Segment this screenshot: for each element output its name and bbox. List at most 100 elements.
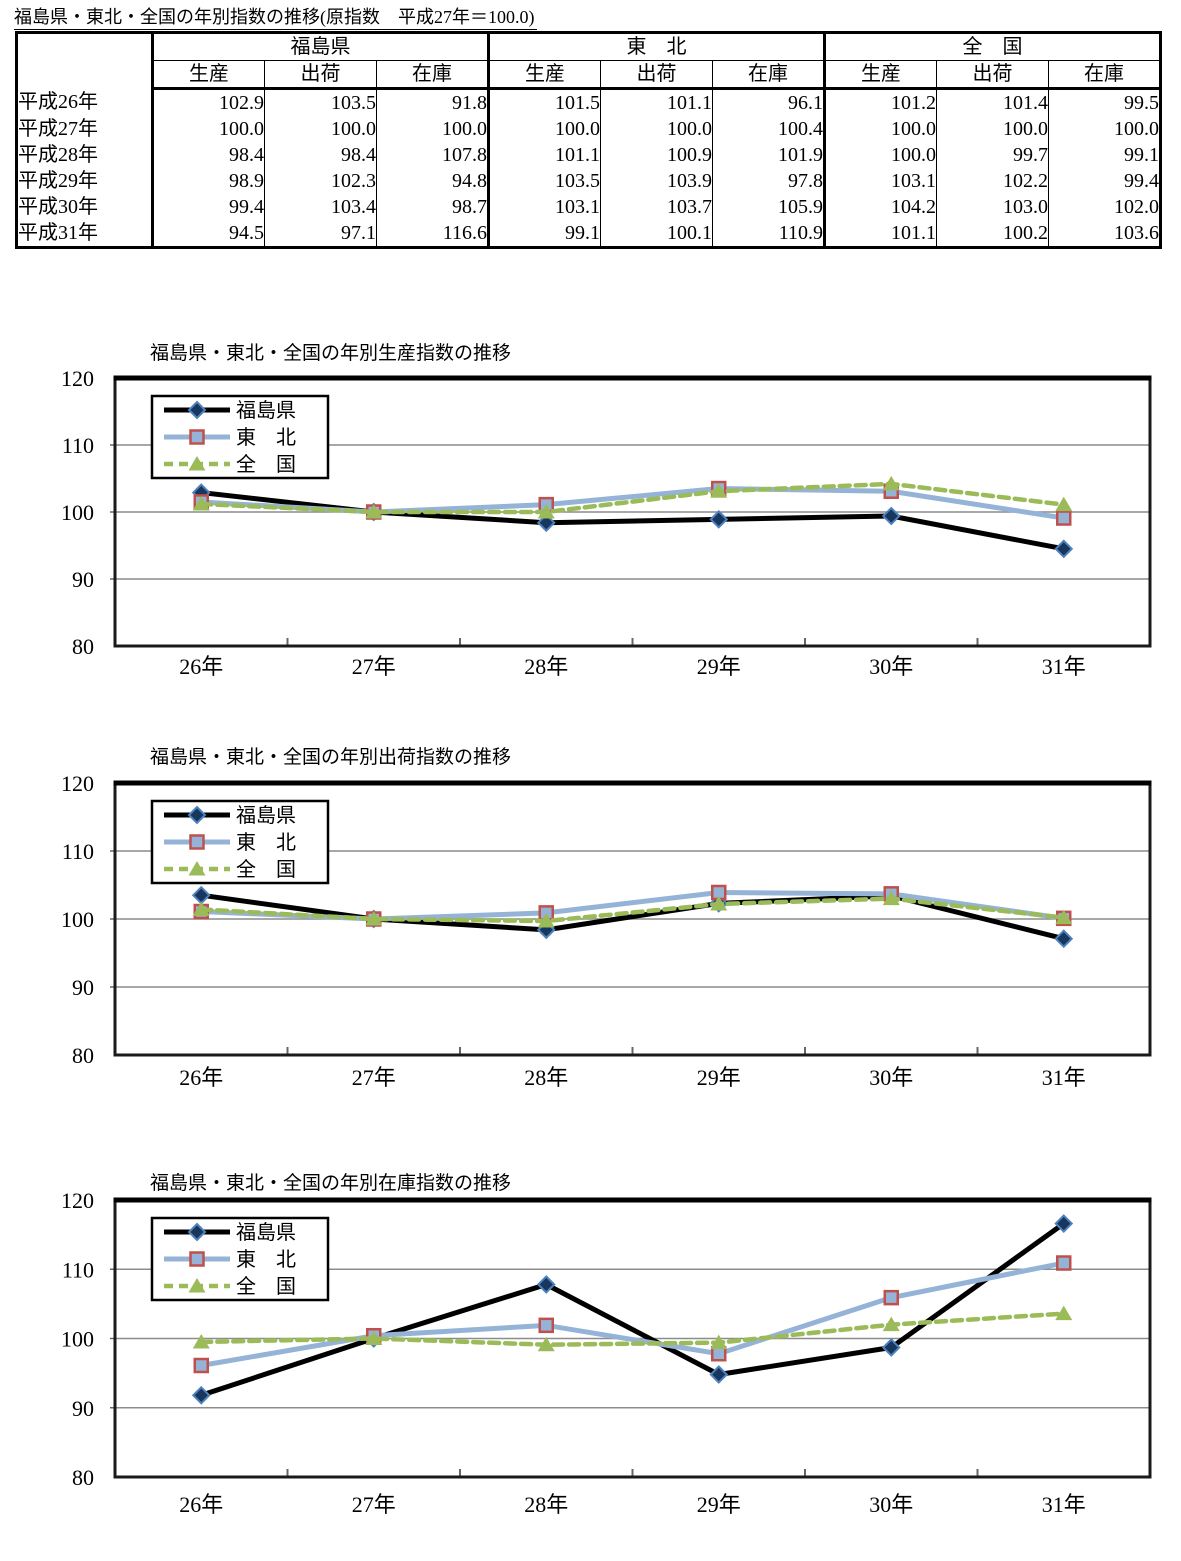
square-marker <box>193 1357 209 1374</box>
table-cell: 100.0 <box>823 142 937 168</box>
triangle-marker <box>192 495 210 511</box>
measure-header-2-1: 出荷 <box>936 60 1049 90</box>
y-axis-tick-label: 90 <box>72 567 94 592</box>
table-row: 平成30年 99.4 103.4 98.7 103.1 103.7 105.9 104.2 10… <box>16 194 1161 220</box>
x-axis-tick-label: 27年 <box>352 654 396 679</box>
y-axis-tick-label: 110 <box>62 433 94 458</box>
x-axis-tick-label: 26年 <box>179 1065 223 1090</box>
x-axis-tick-label: 27年 <box>352 1065 396 1090</box>
series-2 <box>192 1305 1073 1352</box>
table-cell: 107.8 <box>376 142 489 168</box>
diamond-marker <box>536 513 556 533</box>
legend-label-1: 東 北 <box>236 831 296 854</box>
table-cell: 100.0 <box>823 116 937 142</box>
row-label: 平成26年 <box>16 88 154 116</box>
x-axis-tick-label: 28年 <box>524 654 568 679</box>
triangle-marker <box>537 913 555 928</box>
triangle-marker <box>365 1330 383 1345</box>
measure-header-2-0: 生産 <box>823 60 937 90</box>
table-cell: 100.0 <box>376 116 489 142</box>
shipment-chart-title: 福島県・東北・全国の年別出荷指数の推移 <box>150 747 512 768</box>
table-cell: 96.1 <box>712 88 825 116</box>
table-corner-cell <box>16 32 154 89</box>
x-axis-tick-label: 29年 <box>697 654 741 679</box>
x-axis-tick-label: 30年 <box>869 1065 913 1090</box>
square-marker <box>538 1317 554 1334</box>
triangle-marker <box>192 1333 210 1349</box>
diamond-marker <box>709 509 729 529</box>
table-cell: 116.6 <box>376 220 489 248</box>
series-line-2 <box>199 1311 1066 1347</box>
triangle-marker <box>882 475 900 491</box>
diamond-marker <box>187 400 207 420</box>
table-cell: 98.9 <box>151 168 265 194</box>
triangle-marker <box>1055 1305 1073 1321</box>
region-header-2: 全 国 <box>823 32 1161 61</box>
table-cell: 102.9 <box>151 88 265 116</box>
diamond-marker <box>881 506 901 526</box>
table-cell: 102.3 <box>264 168 377 194</box>
table-cell: 94.8 <box>376 168 489 194</box>
table-row: 平成26年 102.9 103.5 91.8 101.5 101.1 96.1 101.2 10… <box>16 88 1161 116</box>
table-cell: 103.7 <box>600 194 713 220</box>
triangle-marker <box>882 1316 900 1332</box>
table-cell: 94.5 <box>151 220 265 248</box>
y-axis-tick-label: 90 <box>72 1396 94 1421</box>
row-label: 平成30年 <box>16 194 154 220</box>
legend-label-1: 東 北 <box>236 426 296 449</box>
table-cell: 102.2 <box>936 168 1049 194</box>
table-cell: 101.4 <box>936 88 1049 116</box>
table-cell: 97.8 <box>712 168 825 194</box>
x-axis-tick-label: 27年 <box>352 1492 396 1517</box>
square-marker <box>189 1251 205 1267</box>
triangle-marker <box>710 896 728 911</box>
x-axis-tick-label: 28年 <box>524 1065 568 1090</box>
table-cell: 98.7 <box>376 194 489 220</box>
x-axis-tick-label: 30年 <box>869 654 913 679</box>
triangle-marker <box>192 901 210 916</box>
diamond-marker <box>1054 929 1074 949</box>
triangle-marker <box>1055 909 1073 925</box>
diamond-marker <box>187 1222 207 1242</box>
series-2 <box>192 475 1073 519</box>
square-marker <box>189 429 205 445</box>
measure-header-1-1: 出荷 <box>600 60 713 90</box>
triangle-marker <box>365 504 383 519</box>
diamond-marker <box>709 1365 729 1384</box>
table-cell: 99.4 <box>151 194 265 220</box>
row-label: 平成29年 <box>16 168 154 194</box>
series-line-2 <box>199 481 1066 515</box>
table-cell: 100.9 <box>600 142 713 168</box>
measure-header-1-2: 在庫 <box>712 60 825 90</box>
table-cell: 101.1 <box>487 142 601 168</box>
triangle-marker <box>710 483 728 498</box>
shipment-chart: 福島県・東北・全国の年別出荷指数の推移 80 90 100 110 120 26年 27年 2… <box>0 742 1181 1098</box>
table-cell: 100.2 <box>936 220 1049 248</box>
triangle-marker <box>537 504 555 519</box>
y-axis-tick-label: 80 <box>72 1043 94 1068</box>
diamond-marker <box>191 1385 211 1405</box>
inventory-chart: 福島県・東北・全国の年別在庫指数の推移 80 90 100 110 120 26年 27年 2… <box>0 1168 1181 1540</box>
row-label: 平成31年 <box>16 220 154 248</box>
x-axis-tick-label: 29年 <box>697 1065 741 1090</box>
table-cell: 101.2 <box>823 88 937 116</box>
diamond-marker <box>536 1275 556 1294</box>
table-row: 平成29年 98.9 102.3 94.8 103.5 103.9 97.8 103.1 102… <box>16 168 1161 194</box>
square-marker <box>1056 510 1072 526</box>
table-cell: 98.4 <box>151 142 265 168</box>
triangle-marker <box>537 1336 555 1352</box>
table-cell: 100.4 <box>712 116 825 142</box>
table-cell: 110.9 <box>712 220 825 248</box>
x-axis-tick-label: 28年 <box>524 1492 568 1517</box>
row-label: 平成28年 <box>16 142 154 168</box>
x-axis-tick-label: 29年 <box>697 1492 741 1517</box>
triangle-marker <box>1055 496 1073 512</box>
legend-label-1: 東 北 <box>236 1248 296 1271</box>
triangle-marker <box>188 1278 206 1293</box>
legend-label-0: 福島県 <box>236 804 296 827</box>
legend-label-0: 福島県 <box>236 1221 296 1244</box>
measure-header-2-2: 在庫 <box>1048 60 1161 90</box>
diamond-marker <box>1054 1214 1074 1233</box>
legend-label-2: 全 国 <box>236 453 296 476</box>
